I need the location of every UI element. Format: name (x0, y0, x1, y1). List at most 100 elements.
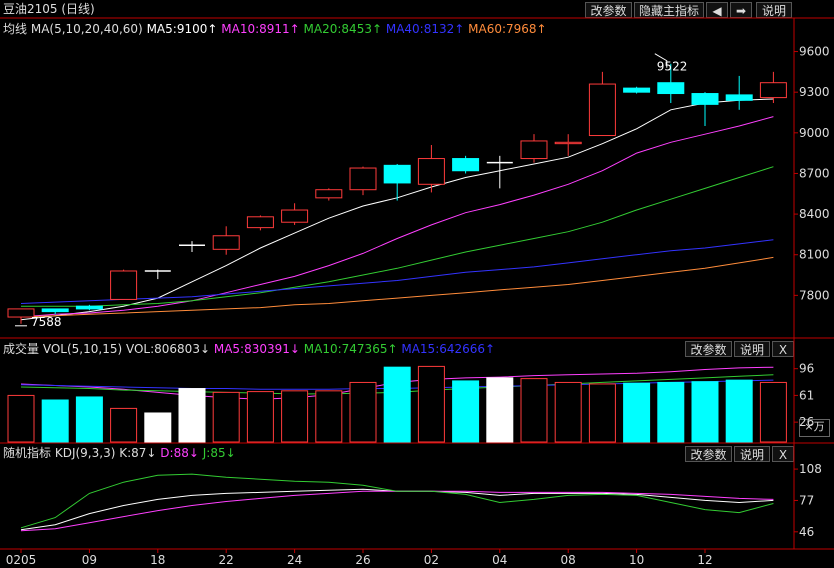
candle-body (281, 209, 309, 223)
low-price-label: 7588 (31, 315, 62, 329)
volume-bar (144, 412, 172, 443)
ma10-line (20, 116, 774, 318)
vol-ma10-value: MA10:747365↑ (303, 342, 398, 356)
candle-body (315, 189, 343, 199)
price-tick-label: 9300 (799, 85, 830, 99)
candle-body (691, 93, 719, 105)
vol-value: VOL:806803↓ (125, 342, 211, 356)
vol-ma15-value: MA15:642666↑ (401, 342, 496, 356)
price-tick-label: 9600 (799, 45, 830, 59)
kdj-j-line (20, 473, 774, 529)
kdj-d-value: D:88↓ (160, 446, 199, 460)
price-tick-label: 8700 (799, 166, 830, 180)
ma40-line (20, 239, 774, 304)
ma-indicator: MA(5,10,20,40,60) (30, 22, 143, 36)
volume-bar (246, 391, 274, 443)
volume-bar (691, 381, 719, 443)
price-tick-label: 9000 (799, 126, 830, 140)
volume-bar (41, 399, 69, 443)
volume-bar (588, 383, 616, 443)
kdj-indicator: KDJ(9,3,3) (54, 446, 116, 460)
ma5-value: MA5:9100↑ (146, 22, 218, 36)
candle-body (349, 167, 377, 191)
kdj-tick-label: 108 (799, 462, 822, 476)
high-price-label: 9522 (657, 60, 688, 74)
candle-body (725, 94, 753, 101)
ma40-value: MA40:8132↑ (385, 22, 465, 36)
high-pointer (654, 53, 668, 68)
candle-body (759, 82, 787, 99)
vol-tick-label: 61 (799, 388, 814, 402)
price-tick-label: 7800 (799, 288, 830, 302)
volume-bar (759, 381, 787, 443)
vol-ma5-value: MA5:830391↓ (213, 342, 300, 356)
ma60-value: MA60:7968↑ (468, 22, 547, 36)
vol-legend: 成交量 VOL(5,10,15) VOL:806803↓ MA5:830391↓… (3, 340, 495, 358)
volume-bar (417, 365, 445, 443)
kdj-legend: 随机指标 KDJ(9,3,3) K:87↓ D:88↓ J:85↓ (3, 444, 236, 462)
date-tick-label: 09 (82, 553, 97, 567)
volume-bar (623, 382, 651, 443)
kdj-explain-button[interactable]: 说明 (734, 446, 770, 462)
candle-body (110, 270, 138, 300)
ma-legend: 均线 MA(5,10,20,40,60) MA5:9100↑ MA10:8911… (3, 20, 547, 38)
volume-bar (110, 407, 138, 443)
volume-bar (7, 394, 35, 443)
kdj-tick-label: 77 (799, 493, 814, 507)
candle-body (657, 82, 685, 95)
candle-body (212, 235, 240, 250)
candle-body (623, 87, 651, 93)
ma10-value: MA10:8911↑ (221, 22, 300, 36)
date-tick-label: 24 (287, 553, 302, 567)
kdj-k-line (20, 488, 774, 531)
volume-bar (212, 391, 240, 443)
kdj-tick-label: 46 (799, 525, 814, 539)
volume-bar (281, 390, 309, 443)
kdj-k-value: K:87↓ (119, 446, 157, 460)
date-tick-label: 12 (697, 553, 712, 567)
candle-body (554, 141, 582, 145)
change-params-button[interactable]: 改参数 (585, 2, 632, 18)
date-tick-label: 10 (629, 553, 644, 567)
volume-bar (383, 366, 411, 443)
kdj-change-params-button[interactable]: 改参数 (685, 446, 732, 462)
ma60-line (20, 256, 774, 318)
ma20-line (21, 166, 774, 307)
candle-body (588, 83, 616, 137)
vol-label: 成交量 (3, 342, 40, 356)
date-tick-label: 0205 (6, 553, 37, 567)
symbol-title: 豆油2105 (日线) (3, 2, 95, 16)
kdj-j-value: J:85↓ (202, 446, 236, 460)
volume-bar (349, 381, 377, 443)
volume-bar (75, 396, 103, 443)
volume-bar (657, 381, 685, 443)
candle-body (246, 216, 274, 229)
date-tick-label: 04 (492, 553, 507, 567)
volume-bar (452, 380, 480, 443)
volume-bar (520, 378, 548, 443)
vol-explain-button[interactable]: 说明 (734, 341, 770, 357)
vol-unit-label: ×万 (799, 419, 830, 437)
date-tick-label: 02 (424, 553, 439, 567)
candle-body (520, 140, 548, 160)
candle-body (41, 308, 69, 313)
candle-body (452, 158, 480, 172)
vol-tick-label: 96 (799, 362, 814, 376)
vol-indicator: VOL(5,10,15) (42, 342, 123, 356)
price-tick-label: 8400 (799, 207, 830, 221)
volume-bar (315, 390, 343, 443)
ma20-value: MA20:8453↑ (303, 22, 383, 36)
price-tick-label: 8100 (799, 248, 830, 262)
kdj-d-line (20, 490, 774, 532)
candle-body (383, 164, 411, 184)
date-tick-label: 18 (150, 553, 165, 567)
volume-bar (486, 377, 514, 443)
vol-tick-label: 26 (799, 415, 814, 429)
volume-bar (554, 381, 582, 443)
candle-body (7, 308, 35, 318)
vol-change-params-button[interactable]: 改参数 (685, 341, 732, 357)
date-tick-label: 26 (355, 553, 370, 567)
kdj-label: 随机指标 (3, 446, 52, 460)
candle-body (417, 158, 445, 185)
